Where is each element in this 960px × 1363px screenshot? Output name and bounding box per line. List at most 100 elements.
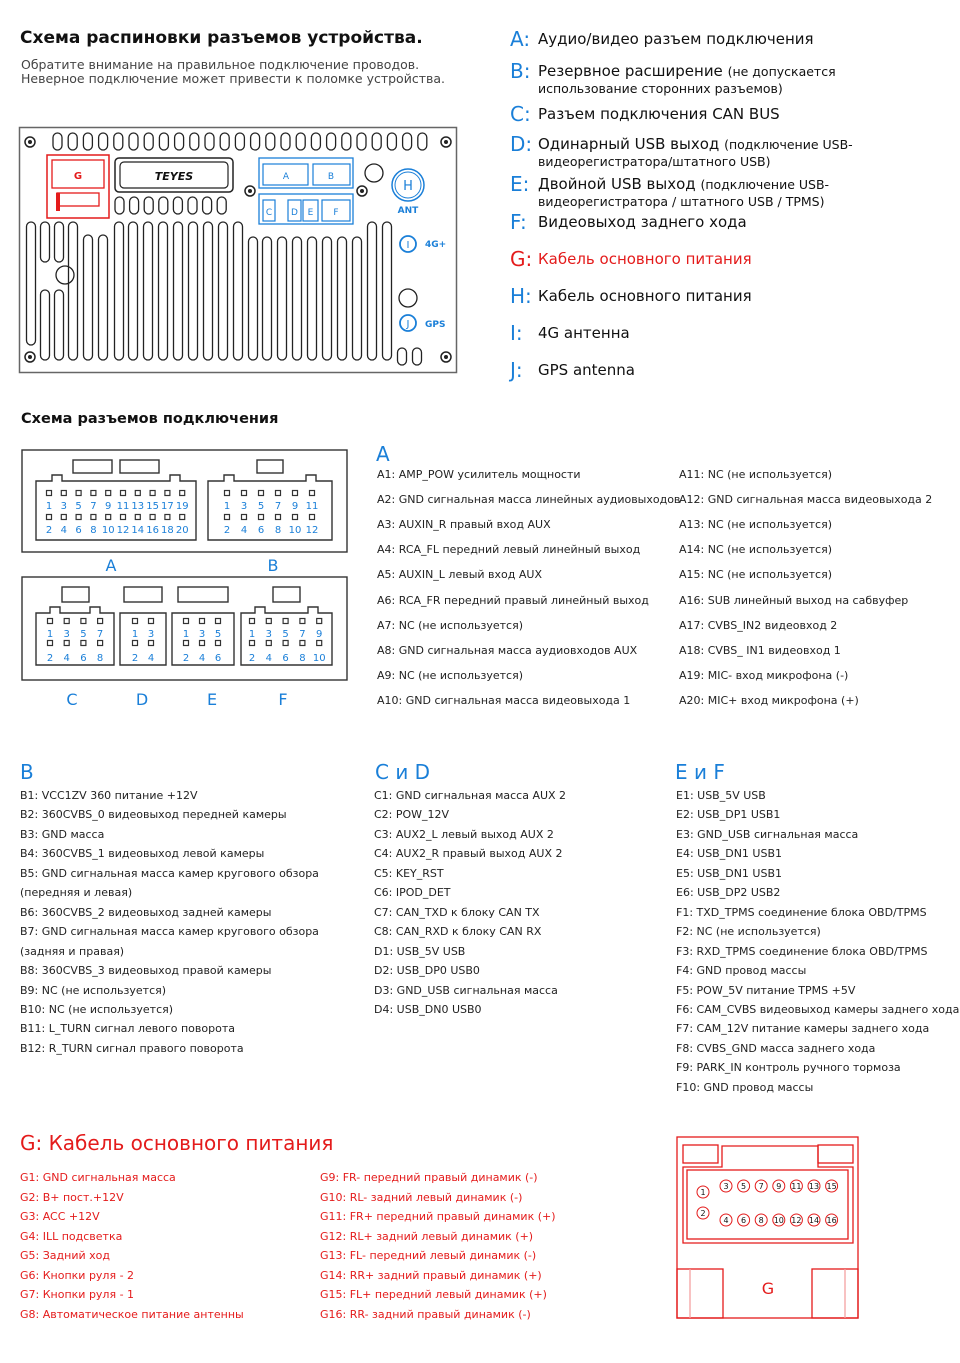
pin-contact <box>265 639 272 647</box>
pin-description: A13: NC (не используется) <box>679 518 833 532</box>
pin-contact <box>90 489 97 497</box>
pin-number: 2 <box>249 653 255 664</box>
legend-text: Видеовыход заднего хода <box>538 213 747 231</box>
vent-slot <box>306 236 318 361</box>
legend-text: Кабель основного питания <box>538 250 752 268</box>
pin-contact <box>134 513 141 521</box>
pin-description: A15: NC (не используется) <box>679 568 833 582</box>
vent-slot <box>351 236 363 361</box>
vent-slot <box>291 236 303 361</box>
pin-contact <box>119 513 127 521</box>
screw-icon <box>356 185 368 197</box>
port-h-label: H <box>403 179 413 194</box>
connector-c-body <box>35 606 115 666</box>
vent-slot <box>187 221 199 361</box>
vent-slot <box>82 234 94 361</box>
pin-description: F2: NC (не используется) <box>676 925 821 939</box>
connector-b-body <box>207 474 333 541</box>
screw-center <box>444 355 448 359</box>
pin-contact <box>198 617 206 625</box>
pin-number: 4 <box>64 653 70 664</box>
pin-contact <box>274 489 282 497</box>
pin-number: 12 <box>306 525 319 536</box>
lte-port-i <box>399 235 417 253</box>
vent-slot <box>204 132 215 151</box>
pin-description: C2: POW_12V <box>374 808 450 822</box>
pin-description: A17: CVBS_IN2 видеовход 2 <box>679 618 838 632</box>
pin-description: C6: IPOD_DET <box>374 886 451 900</box>
pin-contact <box>257 513 265 521</box>
vent-slot <box>336 236 348 361</box>
connector-f-label: F <box>278 690 287 709</box>
connector-f-latch <box>272 586 301 603</box>
vent-slot <box>143 196 154 215</box>
pin-contact <box>807 1179 821 1193</box>
screw-icon <box>440 136 452 148</box>
pin-description: A8: GND сигнальная масса аудиовходов AUX <box>377 643 638 657</box>
vent-slot <box>158 196 169 215</box>
vent-slot <box>249 132 261 151</box>
pin-description: (передняя и левая) <box>20 886 133 900</box>
legend-item-j: J: GPS antenna <box>510 359 635 381</box>
pin-description: B6: 360CVBS_2 видеовыход задней камеры <box>20 905 272 919</box>
connector-g-diagram: 123 5 7 9 11 13 154 6 8 10 12 14 16G <box>676 1136 859 1319</box>
vent-slot <box>97 132 109 151</box>
port-e-label: E <box>308 208 314 218</box>
pin-description: C3: AUX2_L левый выход AUX 2 <box>374 827 554 841</box>
pin-contact <box>265 617 272 625</box>
pin-number: 3 <box>61 501 67 512</box>
pin-description: G4: ILL подсветка <box>20 1229 123 1243</box>
pin-number: 18 <box>161 525 174 536</box>
connector-a-body <box>35 474 197 541</box>
vent-slot <box>128 132 139 151</box>
pin-description: F7: CAM_12V питание камеры заднего хода <box>676 1022 930 1036</box>
pin-number: 6 <box>80 653 86 664</box>
screw-center <box>28 140 32 144</box>
pin-contact <box>179 489 186 497</box>
pin-contact <box>825 1179 839 1193</box>
connector-g-outline <box>676 1136 859 1319</box>
pin-description: F10: GND провод массы <box>676 1080 814 1094</box>
pin-description: G2: B+ пост.+12V <box>20 1190 124 1204</box>
vent-slot <box>265 132 276 151</box>
legend-text: Двойной USB выход <box>538 175 696 193</box>
legend-letter: G: <box>510 247 533 271</box>
section-ef-heading: E и F <box>675 760 725 784</box>
vent-slot <box>172 221 184 361</box>
pin-description: C7: CAN_TXD к блоку CAN TX <box>374 905 540 919</box>
pin-description: C5: KEY_RST <box>374 866 444 880</box>
section-g-heading: G: Кабель основного питания <box>20 1131 334 1155</box>
pin-number: 9 <box>292 501 298 512</box>
hole <box>364 163 384 183</box>
vent-slot <box>216 196 227 215</box>
vent-slot <box>52 132 63 151</box>
vent-slot <box>386 132 398 151</box>
legend-item-c: C: Разъем подключения CAN BUS <box>510 103 780 125</box>
pin-number: 3 <box>723 1182 728 1191</box>
vent-slot <box>53 289 65 361</box>
screw-icon <box>244 185 256 197</box>
pin-description: G14: RR+ задний правый динамик (+) <box>320 1268 542 1282</box>
legend-text-wrap: Кабель основного питания <box>538 248 752 267</box>
pin-description: F1: TXD_TPMS соединение блока OBD/TPMS <box>676 905 927 919</box>
pin-number: 5 <box>741 1182 746 1191</box>
port-j-label: J <box>406 319 410 330</box>
pin-contact <box>131 617 139 625</box>
connector-c-label: C <box>66 690 77 709</box>
pin-description: B4: 360CVBS_1 видеовыход левой камеры <box>20 847 265 861</box>
vent-slot <box>97 234 109 361</box>
legend-text: Разъем подключения CAN BUS <box>538 105 780 123</box>
pin-contact <box>182 617 190 625</box>
connector-f-body <box>240 606 333 666</box>
pin-description: G13: FL- передний левый динамик (-) <box>320 1249 537 1262</box>
pin-number: 5 <box>215 629 221 640</box>
port-b <box>312 163 351 186</box>
pin-description: G8: Автоматическое питание антенны <box>20 1307 244 1321</box>
vent-slot <box>53 221 65 263</box>
legend-item-e: E: Двойной USB выход (подключение USB-вид… <box>510 173 933 210</box>
pin-description: E3: GND_USB сигнальная масса <box>676 827 859 841</box>
brand-plate-inner <box>119 161 229 189</box>
pin-number: 3 <box>64 629 70 640</box>
pin-contact <box>105 513 112 521</box>
legend-text-wrap: Разъем подключения CAN BUS <box>538 103 780 122</box>
